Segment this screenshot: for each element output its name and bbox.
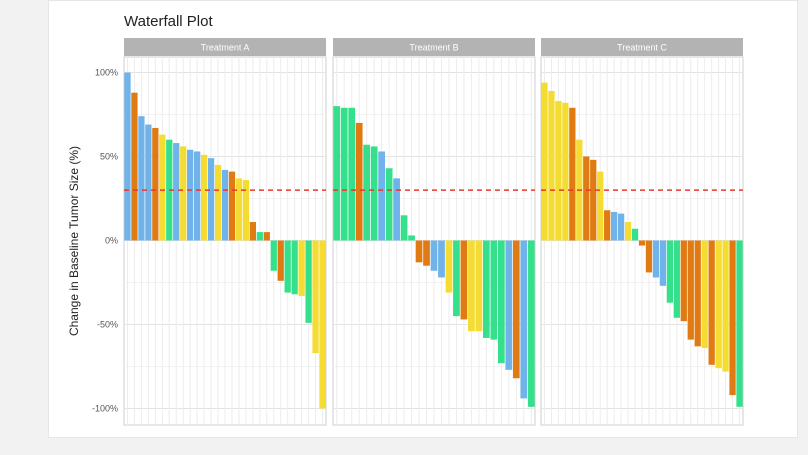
bar bbox=[715, 240, 722, 369]
bar bbox=[708, 240, 715, 365]
panel-strip-label: Treatment B bbox=[409, 43, 458, 53]
bar bbox=[638, 240, 646, 246]
bar bbox=[624, 222, 632, 241]
bar bbox=[483, 240, 490, 338]
bar bbox=[194, 151, 201, 241]
bar bbox=[214, 164, 222, 241]
bar bbox=[333, 106, 341, 241]
bar bbox=[355, 122, 363, 241]
bar bbox=[430, 240, 438, 271]
bar bbox=[512, 240, 520, 379]
bar bbox=[562, 102, 569, 241]
bar bbox=[319, 240, 326, 409]
bar bbox=[173, 143, 180, 241]
bar bbox=[408, 235, 415, 241]
bar bbox=[393, 178, 400, 241]
bar bbox=[200, 154, 208, 241]
bar bbox=[263, 232, 270, 241]
bar bbox=[555, 101, 562, 241]
bar bbox=[180, 146, 187, 241]
bar bbox=[617, 213, 625, 241]
y-tick-label: -50% bbox=[97, 320, 118, 330]
bar bbox=[604, 210, 611, 241]
bar bbox=[138, 116, 145, 241]
bar bbox=[400, 215, 408, 241]
y-tick-label: 50% bbox=[100, 152, 118, 162]
y-tick-label: 0% bbox=[105, 236, 118, 246]
bar bbox=[348, 107, 356, 241]
chart-title: Waterfall Plot bbox=[124, 13, 213, 30]
bar bbox=[468, 240, 475, 332]
bar bbox=[687, 240, 694, 340]
bar bbox=[378, 151, 385, 241]
y-tick-label: -100% bbox=[92, 404, 118, 414]
bar bbox=[187, 149, 194, 241]
bar bbox=[131, 92, 138, 241]
bar bbox=[548, 90, 555, 241]
bar bbox=[221, 169, 229, 241]
bar bbox=[694, 240, 701, 347]
bar bbox=[541, 82, 548, 241]
bar bbox=[527, 240, 535, 407]
bar bbox=[291, 240, 298, 295]
bar bbox=[152, 127, 159, 241]
bar bbox=[666, 240, 673, 303]
bar bbox=[680, 240, 687, 322]
bar bbox=[722, 240, 729, 372]
bar bbox=[423, 240, 430, 266]
bar bbox=[370, 146, 378, 241]
bar bbox=[652, 240, 660, 278]
bar bbox=[277, 240, 284, 281]
bar bbox=[270, 240, 277, 271]
bar bbox=[207, 158, 215, 241]
bar bbox=[597, 171, 604, 241]
bar bbox=[736, 240, 743, 407]
bar bbox=[159, 134, 166, 241]
panel-strip-label: Treatment C bbox=[617, 43, 667, 53]
bar bbox=[256, 232, 263, 241]
bar bbox=[673, 240, 680, 318]
bar bbox=[497, 240, 505, 364]
bar bbox=[453, 240, 460, 317]
bar bbox=[520, 240, 528, 399]
bar bbox=[445, 240, 453, 293]
bar bbox=[611, 211, 618, 241]
bar bbox=[249, 222, 256, 241]
bar bbox=[298, 240, 305, 296]
bar bbox=[242, 180, 250, 241]
panel-strip bbox=[124, 38, 326, 56]
bar bbox=[305, 240, 312, 323]
bar bbox=[124, 72, 131, 241]
bar bbox=[312, 240, 319, 354]
bar bbox=[729, 240, 736, 396]
panel-strip-label: Treatment A bbox=[201, 43, 250, 53]
bar bbox=[235, 178, 243, 241]
y-tick-label: 100% bbox=[95, 68, 118, 78]
bar bbox=[145, 124, 152, 241]
bar bbox=[438, 240, 445, 278]
bar bbox=[590, 159, 597, 241]
bar bbox=[228, 171, 236, 241]
bar bbox=[363, 144, 371, 241]
bar bbox=[475, 240, 483, 332]
bar bbox=[659, 240, 667, 286]
bar bbox=[460, 240, 468, 320]
bar bbox=[631, 228, 639, 241]
bar bbox=[569, 107, 576, 241]
bar bbox=[284, 240, 291, 293]
bar bbox=[490, 240, 498, 340]
bar bbox=[340, 107, 348, 241]
bar bbox=[645, 240, 653, 273]
bar bbox=[583, 156, 590, 241]
panel-strip bbox=[541, 38, 743, 56]
panel-strip bbox=[333, 38, 535, 56]
bar bbox=[385, 168, 393, 241]
bar bbox=[505, 240, 513, 370]
y-axis-label: Change in Baseline Tumor Size (%) bbox=[67, 146, 81, 336]
bar bbox=[415, 240, 423, 263]
bar bbox=[701, 240, 708, 349]
